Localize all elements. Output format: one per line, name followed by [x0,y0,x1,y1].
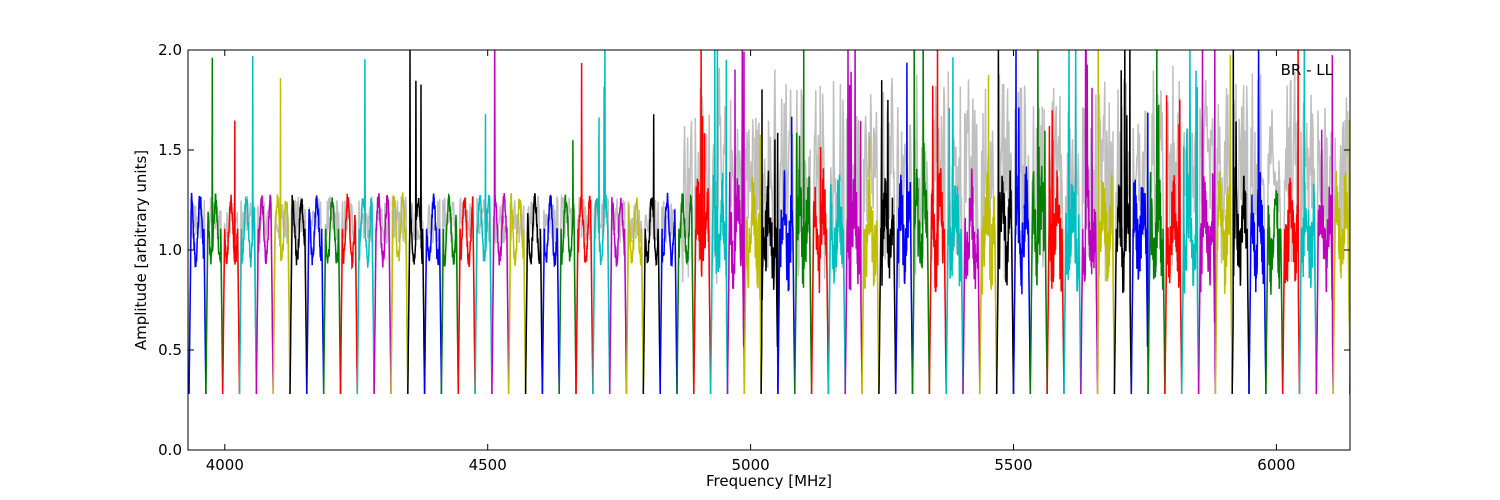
series-channel-53 [1080,50,1099,395]
series-channel-60 [1197,50,1217,395]
series-channel-64 [1265,190,1284,395]
series-channel-50 [1029,50,1048,395]
series-channel-9 [339,193,359,395]
series-channel-0 [188,192,207,395]
series-channel-14 [423,193,443,395]
x-axis: 4000 4500 5000 5500 6000 [206,50,1295,474]
series-channel-28 [659,192,678,395]
series-channel-22 [558,140,577,395]
series-channel-6 [289,194,308,395]
y-axis: 0.0 0.5 1.0 1.5 2.0 [158,41,1350,459]
series-channel-2 [221,120,241,395]
plot-area [188,50,1350,395]
series-channel-45 [945,57,964,395]
series-channel-11 [373,193,392,395]
series-channel-26 [625,197,645,395]
series-channel-4 [255,194,274,395]
series-channel-41 [878,80,897,395]
series-channel-13 [407,50,426,395]
series-channel-34 [760,89,779,395]
series-channel-33 [743,134,762,395]
series-channel-23 [575,63,594,395]
x-tick-label: 5500 [994,456,1032,474]
series-channel-51 [1046,110,1065,395]
series-channel-18 [491,50,510,395]
y-tick-label: 1.5 [158,141,182,159]
x-tick-label: 4000 [206,456,244,474]
series-channel-25 [608,197,628,395]
series-channel-32 [726,50,746,395]
x-tick-label: 6000 [1257,456,1295,474]
series-channel-8 [322,197,342,395]
series-channel-46 [962,168,981,395]
y-tick-label: 0.0 [158,441,182,459]
series-channel-31 [709,50,729,395]
series-channel-29 [676,193,695,395]
series-channel-57 [1147,50,1166,395]
series-channel-37 [810,146,830,395]
series-channel-61 [1214,55,1233,395]
series-channel-30 [693,50,712,395]
y-tick-label: 2.0 [158,41,182,59]
series-channel-24 [592,50,611,395]
series-channel-3 [238,55,258,395]
series-channel-65 [1281,50,1301,395]
series-channel-44 [928,50,947,395]
series-channel-67 [1315,55,1334,395]
series-channel-62 [1231,50,1250,395]
x-tick-label: 4500 [469,456,507,474]
series-channel-35 [777,116,796,395]
chart-annotation: BR - LL [1281,61,1334,79]
series-channel-63 [1248,50,1267,395]
series-channel-21 [541,194,560,395]
series-channel-19 [507,192,527,395]
series-channel-56 [1130,112,1149,395]
series-channel-54 [1096,50,1116,395]
series-channel-5 [272,77,291,395]
series-channel-40 [861,136,880,395]
series-channel-52 [1063,50,1082,395]
series-channel-10 [356,59,375,395]
series-channel-15 [440,192,460,395]
y-tick-label: 0.5 [158,341,182,359]
series-channel-38 [827,174,846,395]
series-channel-39 [844,50,863,395]
series-channel-27 [642,114,661,395]
y-axis-label: Amplitude [arbitrary units] [132,150,150,350]
series-channel-17 [474,114,493,395]
series-channel-42 [894,62,914,395]
series-channel-20 [524,193,544,395]
series-channel-58 [1164,95,1183,395]
y-tick-label: 1.0 [158,241,182,259]
x-tick-label: 5000 [732,456,770,474]
series-channel-68 [1332,120,1350,395]
series-channel-12 [390,192,409,395]
series-channel-16 [457,196,476,395]
series-channel-49 [1012,50,1032,395]
x-axis-label: Frequency [MHz] [706,472,832,490]
series-channel-55 [1113,50,1133,395]
series-channel-36 [794,50,813,395]
series-channel-48 [995,50,1015,395]
series-channel-66 [1298,50,1318,395]
series-channel-59 [1180,50,1200,395]
series-channel-7 [306,195,325,395]
series-channel-43 [911,50,931,395]
series-channel-47 [979,74,998,395]
series-channel-1 [205,57,224,395]
